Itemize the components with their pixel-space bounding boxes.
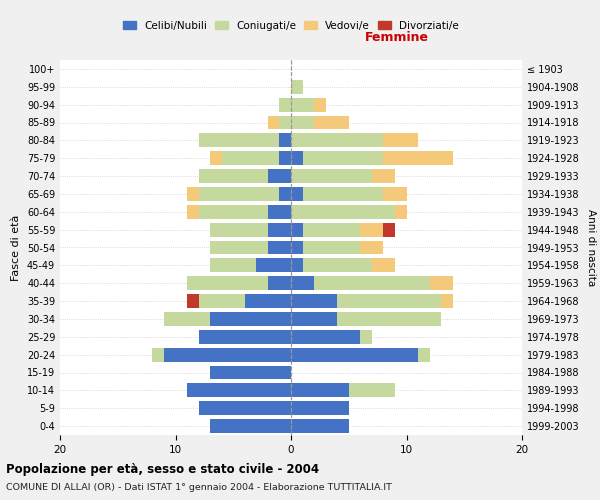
Bar (291, 222, 302, 236)
Bar (187, 294, 199, 308)
Bar (280, 98, 291, 112)
Bar (291, 330, 360, 344)
Bar (210, 151, 222, 165)
Bar (187, 384, 291, 398)
Bar (280, 116, 291, 130)
Bar (291, 384, 349, 398)
Bar (291, 205, 395, 219)
Bar (245, 294, 291, 308)
Bar (199, 169, 268, 183)
Y-axis label: Fasce di età: Fasce di età (11, 214, 21, 280)
Bar (210, 312, 291, 326)
Bar (314, 98, 326, 112)
Bar (199, 134, 280, 147)
Bar (268, 205, 291, 219)
Bar (268, 276, 291, 290)
Bar (302, 187, 383, 201)
Bar (383, 134, 418, 147)
Bar (210, 222, 268, 236)
Bar (372, 258, 395, 272)
Bar (302, 240, 360, 254)
Bar (187, 205, 199, 219)
Bar (164, 312, 210, 326)
Bar (337, 312, 441, 326)
Bar (280, 187, 291, 201)
Bar (210, 240, 268, 254)
Text: Popolazione per età, sesso e stato civile - 2004: Popolazione per età, sesso e stato civil… (6, 462, 319, 475)
Bar (302, 222, 360, 236)
Bar (337, 294, 441, 308)
Bar (187, 276, 268, 290)
Bar (360, 222, 383, 236)
Bar (268, 240, 291, 254)
Bar (291, 169, 372, 183)
Bar (164, 348, 291, 362)
Bar (291, 294, 337, 308)
Bar (222, 151, 280, 165)
Bar (291, 401, 349, 415)
Bar (268, 169, 291, 183)
Bar (383, 151, 453, 165)
Bar (210, 419, 291, 433)
Bar (302, 151, 383, 165)
Bar (256, 258, 291, 272)
Bar (199, 330, 291, 344)
Bar (291, 312, 337, 326)
Bar (291, 276, 314, 290)
Bar (291, 348, 418, 362)
Bar (383, 222, 395, 236)
Bar (268, 222, 291, 236)
Bar (291, 419, 349, 433)
Bar (291, 134, 383, 147)
Bar (152, 348, 164, 362)
Bar (291, 240, 302, 254)
Bar (280, 151, 291, 165)
Bar (291, 258, 302, 272)
Bar (430, 276, 453, 290)
Bar (199, 187, 280, 201)
Bar (360, 240, 383, 254)
Bar (291, 116, 314, 130)
Bar (314, 116, 349, 130)
Bar (291, 151, 302, 165)
Bar (291, 98, 314, 112)
Bar (314, 276, 430, 290)
Bar (280, 134, 291, 147)
Bar (349, 384, 395, 398)
Bar (291, 80, 302, 94)
Text: Femmine: Femmine (365, 31, 429, 44)
Bar (210, 366, 291, 380)
Text: COMUNE DI ALLAI (OR) - Dati ISTAT 1° gennaio 2004 - Elaborazione TUTTITALIA.IT: COMUNE DI ALLAI (OR) - Dati ISTAT 1° gen… (6, 482, 392, 492)
Bar (418, 348, 430, 362)
Bar (360, 330, 372, 344)
Bar (199, 205, 268, 219)
Bar (187, 187, 199, 201)
Y-axis label: Anni di nascita: Anni di nascita (586, 209, 596, 286)
Bar (291, 187, 302, 201)
Bar (199, 401, 291, 415)
Bar (199, 294, 245, 308)
Bar (395, 205, 407, 219)
Bar (441, 294, 453, 308)
Bar (372, 169, 395, 183)
Legend: Celibi/Nubili, Coniugati/e, Vedovi/e, Divorziati/e: Celibi/Nubili, Coniugati/e, Vedovi/e, Di… (119, 16, 463, 35)
Bar (210, 258, 256, 272)
Bar (268, 116, 280, 130)
Bar (302, 258, 372, 272)
Bar (383, 187, 407, 201)
